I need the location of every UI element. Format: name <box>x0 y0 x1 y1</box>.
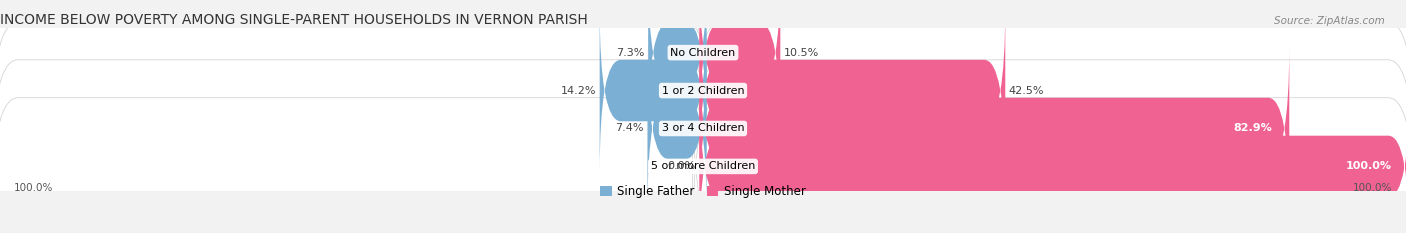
FancyBboxPatch shape <box>700 7 1005 174</box>
Text: INCOME BELOW POVERTY AMONG SINGLE-PARENT HOUSEHOLDS IN VERNON PARISH: INCOME BELOW POVERTY AMONG SINGLE-PARENT… <box>0 13 588 27</box>
FancyBboxPatch shape <box>693 45 1406 212</box>
FancyBboxPatch shape <box>599 7 707 174</box>
FancyBboxPatch shape <box>700 83 1406 233</box>
Text: 3 or 4 Children: 3 or 4 Children <box>662 123 744 134</box>
Text: 82.9%: 82.9% <box>1233 123 1272 134</box>
FancyBboxPatch shape <box>693 0 1406 136</box>
FancyBboxPatch shape <box>693 7 1406 174</box>
FancyBboxPatch shape <box>693 83 1406 233</box>
FancyBboxPatch shape <box>0 45 713 212</box>
Text: 1 or 2 Children: 1 or 2 Children <box>662 86 744 96</box>
FancyBboxPatch shape <box>0 7 713 174</box>
Text: 7.4%: 7.4% <box>616 123 644 134</box>
FancyBboxPatch shape <box>0 83 713 233</box>
Text: 7.3%: 7.3% <box>616 48 644 58</box>
Text: 100.0%: 100.0% <box>1346 161 1392 171</box>
FancyBboxPatch shape <box>647 45 707 212</box>
FancyBboxPatch shape <box>648 0 707 136</box>
Legend: Single Father, Single Mother: Single Father, Single Mother <box>600 185 806 198</box>
Text: 100.0%: 100.0% <box>1353 183 1392 193</box>
Text: No Children: No Children <box>671 48 735 58</box>
Text: 5 or more Children: 5 or more Children <box>651 161 755 171</box>
FancyBboxPatch shape <box>0 0 713 136</box>
FancyBboxPatch shape <box>700 0 780 136</box>
Text: 14.2%: 14.2% <box>561 86 596 96</box>
Text: 0.0%: 0.0% <box>668 161 696 171</box>
Text: Source: ZipAtlas.com: Source: ZipAtlas.com <box>1274 16 1385 26</box>
FancyBboxPatch shape <box>700 45 1289 212</box>
Text: 100.0%: 100.0% <box>14 183 53 193</box>
Text: 42.5%: 42.5% <box>1010 86 1045 96</box>
Text: 10.5%: 10.5% <box>785 48 820 58</box>
